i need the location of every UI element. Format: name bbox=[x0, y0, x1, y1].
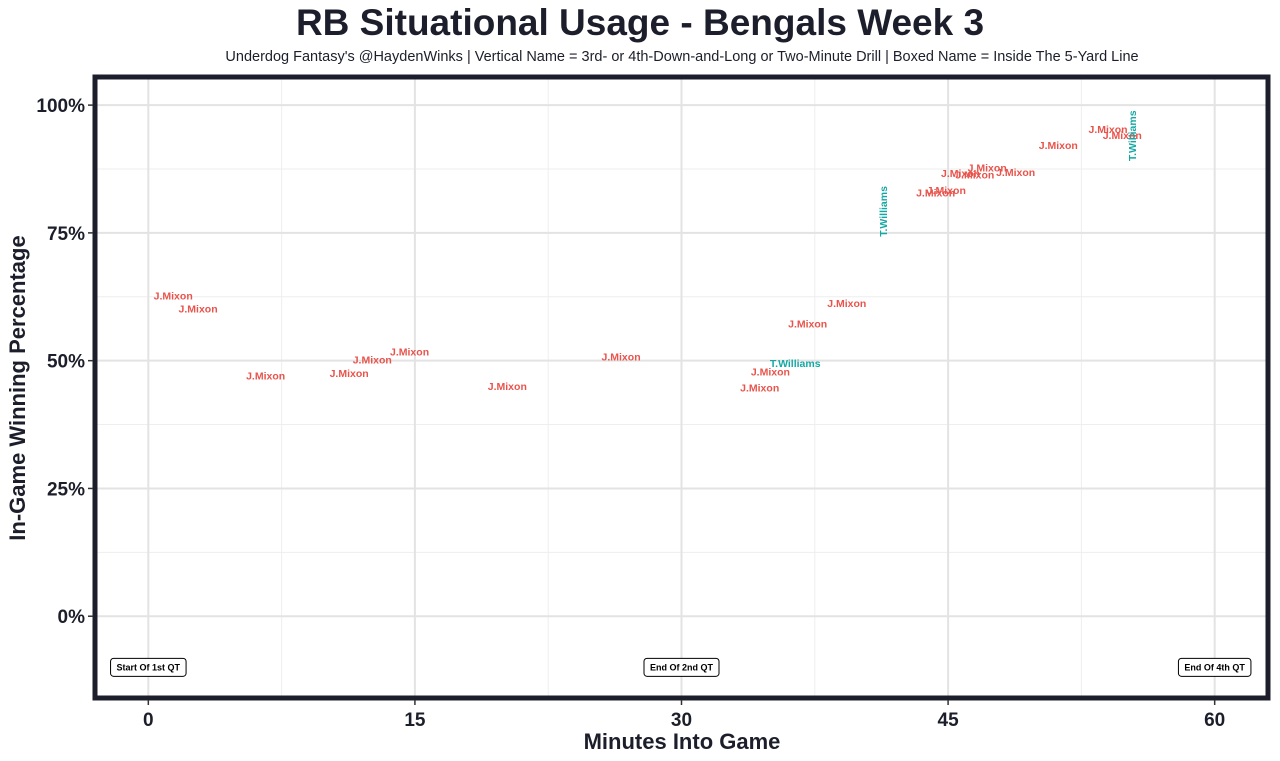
data-point-label: J.Mixon bbox=[941, 168, 980, 180]
data-point-label: J.Mixon bbox=[330, 368, 369, 380]
x-axis-title: Minutes Into Game bbox=[584, 729, 781, 754]
data-point-label: J.Mixon bbox=[179, 304, 218, 316]
data-point-label: J.Mixon bbox=[968, 162, 1007, 174]
y-tick-label: 0% bbox=[58, 607, 86, 628]
chart-subtitle: Underdog Fantasy's @HaydenWinks | Vertic… bbox=[225, 49, 1139, 65]
data-point-label: J.Mixon bbox=[390, 346, 429, 358]
quarter-annotation-box bbox=[643, 657, 720, 677]
quarter-annotation-box bbox=[1177, 657, 1252, 677]
quarter-annotation: End Of 2nd QT bbox=[643, 657, 720, 677]
data-point-label: J.Mixon bbox=[488, 381, 527, 393]
quarter-annotation-label: Start Of 1st QT bbox=[117, 662, 181, 672]
quarter-annotation-label: End Of 2nd QT bbox=[650, 662, 713, 672]
y-tick-label: 100% bbox=[36, 96, 85, 117]
quarter-annotation: End Of 4th QT bbox=[1177, 657, 1252, 677]
data-point-label: J.Mixon bbox=[955, 170, 994, 182]
x-tick-label: 30 bbox=[671, 710, 692, 731]
quarter-annotation: Start Of 1st QT bbox=[110, 657, 187, 677]
y-tick-label: 25% bbox=[47, 479, 85, 500]
y-axis-title: In-Game Winning Percentage bbox=[5, 235, 30, 540]
data-point-label: J.Mixon bbox=[916, 188, 955, 200]
data-point-label: J.Mixon bbox=[927, 185, 966, 197]
data-point-label: J.Mixon bbox=[751, 366, 790, 378]
x-tick-label: 60 bbox=[1204, 710, 1225, 731]
data-point-label: J.Mixon bbox=[246, 371, 285, 383]
data-point-label: T.Williams bbox=[770, 358, 821, 370]
data-point-label: T.Williams bbox=[1127, 110, 1139, 161]
data-point-label: J.Mixon bbox=[996, 167, 1035, 179]
data-point-label: J.Mixon bbox=[602, 352, 641, 364]
quarter-annotation-box bbox=[110, 657, 187, 677]
quarter-annotation-label: End Of 4th QT bbox=[1184, 662, 1245, 672]
data-point-label: J.Mixon bbox=[1103, 130, 1142, 142]
x-tick-label: 0 bbox=[143, 710, 154, 731]
data-point-label: J.Mixon bbox=[788, 318, 827, 330]
y-tick-label: 75% bbox=[47, 224, 85, 245]
x-tick-label: 45 bbox=[938, 710, 960, 731]
y-tick-label: 50% bbox=[47, 352, 85, 373]
y-axis-ticks: 0% 25% 50% 75% 100% bbox=[36, 96, 93, 628]
plot-panel-border bbox=[92, 74, 1271, 701]
chart-title: RB Situational Usage - Bengals Week 3 bbox=[295, 2, 985, 43]
grid-lines bbox=[95, 77, 1268, 698]
data-point-label: J.Mixon bbox=[1088, 124, 1127, 136]
x-axis-ticks: 0 15 30 45 60 bbox=[143, 700, 1225, 731]
data-point-label: J.Mixon bbox=[353, 355, 392, 367]
data-point-label: J.Mixon bbox=[827, 298, 866, 310]
data-point-label: J.Mixon bbox=[740, 382, 779, 394]
data-point-label: T.Williams bbox=[878, 186, 890, 237]
data-point-label: J.Mixon bbox=[1039, 140, 1078, 152]
data-point-label: J.Mixon bbox=[154, 290, 193, 302]
quarter-annotations: Start Of 1st QT End Of 2nd QT End Of 4th Q… bbox=[110, 657, 1252, 677]
x-tick-label: 15 bbox=[404, 710, 426, 731]
